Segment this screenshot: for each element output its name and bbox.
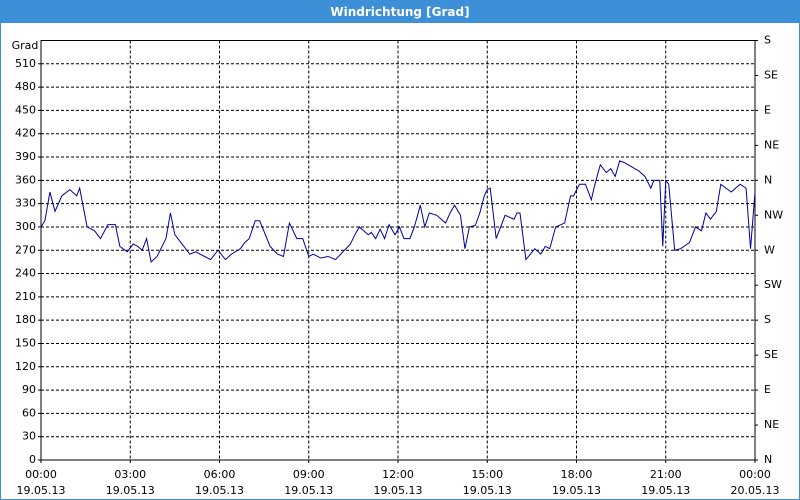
y-tick-label: 210 xyxy=(15,290,36,303)
plot-frame xyxy=(40,40,756,461)
x-tick-label: 06:00 xyxy=(204,468,236,481)
y2-tick-label: NE xyxy=(764,418,779,431)
x-tick-date: 19.05.13 xyxy=(552,484,601,497)
x-tick-label: 00:00 xyxy=(25,468,57,481)
chart: Grad 0 30 60 90 120 150 180 210 240 270 300 330 360 3… xyxy=(12,34,784,498)
y2-tick-label: S xyxy=(764,34,771,47)
y-tick-label: 420 xyxy=(15,127,36,140)
y-tick-label: 150 xyxy=(15,336,36,349)
x-tick-label: 03:00 xyxy=(114,468,146,481)
x-tick-date: 19.05.13 xyxy=(284,484,333,497)
y-tick-label: 510 xyxy=(15,57,36,70)
y2-tick-label: E xyxy=(764,103,771,116)
y2-tick-label: SE xyxy=(764,348,778,361)
x-tick-label: 12:00 xyxy=(382,468,414,481)
x-tick-label: 00:00 xyxy=(739,468,771,481)
x-tick-label: 21:00 xyxy=(650,468,682,481)
y-tick-label: 390 xyxy=(15,150,36,163)
y2-tick-label: S xyxy=(764,313,771,326)
y-tick-label: 30 xyxy=(22,430,36,443)
y-tick-label: 120 xyxy=(15,360,36,373)
y-tick-label: 240 xyxy=(15,267,36,280)
y2-tick-label: NW xyxy=(764,208,783,221)
y2-tick-label: SE xyxy=(764,68,778,81)
x-tick-date: 19.05.13 xyxy=(195,484,244,497)
y-tick-label: 360 xyxy=(15,173,36,186)
y2-tick-label: SW xyxy=(764,278,782,291)
y-tick-label: 480 xyxy=(15,80,36,93)
x-tick-date: 19.05.13 xyxy=(374,484,423,497)
x-tick-date: 19.05.13 xyxy=(106,484,155,497)
y2-tick-label: NE xyxy=(764,138,779,151)
y-tick-label: 330 xyxy=(15,197,36,210)
y-tick-label: 450 xyxy=(15,103,36,116)
x-tick-label: 09:00 xyxy=(293,468,325,481)
y-tick-label: 60 xyxy=(22,406,36,419)
y2-tick-label: E xyxy=(764,383,771,396)
y-tick-label: 270 xyxy=(15,243,36,256)
title-bar: Windrichtung [Grad] xyxy=(1,1,799,23)
y-tick-label: 90 xyxy=(22,383,36,396)
y-tick-label: 0 xyxy=(29,453,36,466)
y-tick-label: 300 xyxy=(15,220,36,233)
x-tick-date: 19.05.13 xyxy=(17,484,66,497)
x-tick-label: 18:00 xyxy=(561,468,593,481)
x-tick-date: 19.05.13 xyxy=(463,484,512,497)
x-tick-label: 15:00 xyxy=(471,468,503,481)
y2-tick-label: W xyxy=(764,243,775,256)
y-tick-label: 180 xyxy=(15,313,36,326)
x-tick-date: 19.05.13 xyxy=(641,484,690,497)
data-line xyxy=(40,160,756,263)
x-tick-date: 20.05.13 xyxy=(731,484,780,497)
y2-tick-label: N xyxy=(764,173,772,186)
y-axis-label: Grad xyxy=(12,39,39,52)
y2-tick-label: N xyxy=(764,453,772,466)
